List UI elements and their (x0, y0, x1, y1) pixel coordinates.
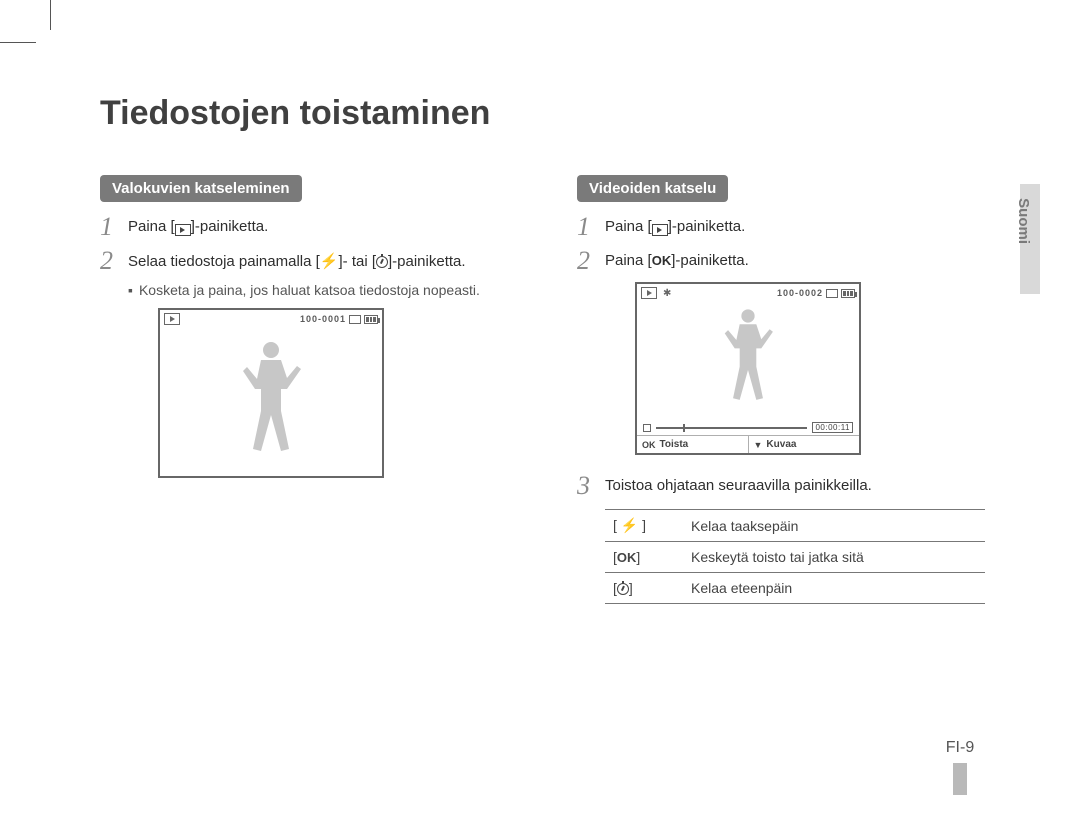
playback-icon (652, 224, 668, 236)
bullet-dot: ▪ (128, 282, 133, 298)
down-arrow-icon: ▼ (754, 440, 763, 450)
photo-screen-body (160, 328, 382, 476)
side-label: Suomi (1015, 198, 1032, 244)
video-screen-bottom: OK Toista ▼ Kuvaa (637, 435, 859, 453)
step-text: Toistoa ohjataan seuraavilla painikkeill… (605, 473, 1000, 494)
person-silhouette-icon (231, 338, 311, 468)
battery-icon (364, 315, 378, 324)
crop-marks (0, 0, 1080, 70)
flash-icon: ⚡ (320, 253, 339, 270)
videos-step-1: 1 Paina []-painiketta. (577, 214, 1000, 240)
video-progress: 00:00:11 (637, 420, 859, 435)
step-number: 1 (577, 214, 605, 240)
table-row: [ ⚡ ] Kelaa taaksepäin (605, 510, 985, 542)
step-text: Paina [OK]-painiketta. (605, 248, 1000, 269)
page-number-bar (953, 763, 967, 795)
photo-screen-indicators: 100-0001 (300, 314, 378, 324)
flash-icon: ⚡ (621, 517, 638, 533)
photos-header: Valokuvien katseleminen (100, 175, 302, 202)
table-cell-icon: [OK] (605, 542, 683, 573)
page-title: Tiedostojen toistaminen (100, 94, 1000, 133)
step-text: Paina []-painiketta. (605, 214, 1000, 236)
timer-icon (617, 583, 629, 595)
video-bottom-right: ▼ Kuvaa (748, 436, 860, 453)
videos-header: Videoiden katselu (577, 175, 728, 202)
photo-counter: 100-0001 (300, 314, 346, 324)
battery-icon (841, 289, 855, 298)
video-bottom-left: OK Toista (637, 436, 748, 453)
video-time: 00:00:11 (812, 422, 853, 433)
playback-icon (164, 313, 180, 325)
video-screen-body (637, 302, 859, 420)
photos-bullet: ▪ Kosketa ja paina, jos haluat katsoa ti… (128, 282, 523, 298)
photo-screen-top: 100-0001 (160, 310, 382, 328)
videos-step-3: 3 Toistoa ohjataan seuraavilla painikkei… (577, 473, 1000, 499)
step-text: Selaa tiedostoja painamalla [⚡]- tai []-… (128, 248, 523, 270)
playback-icon (641, 287, 657, 299)
table-cell-desc: Kelaa taaksepäin (683, 510, 985, 542)
video-counter: 100-0002 (777, 288, 823, 298)
timer-icon (376, 256, 388, 268)
columns: Valokuvien katseleminen 1 Paina []-paini… (100, 175, 1000, 604)
col-photos: Valokuvien katseleminen 1 Paina []-paini… (100, 175, 523, 604)
step-number: 1 (100, 214, 128, 240)
step-number: 3 (577, 473, 605, 499)
stop-icon (643, 424, 651, 432)
ok-icon: OK (617, 550, 637, 565)
table-cell-desc: Keskeytä toisto tai jatka sitä (683, 542, 985, 573)
video-screen-top: ✱ 100-0002 (637, 284, 859, 302)
page: Tiedostojen toistaminen Suomi Valokuvien… (100, 94, 1000, 795)
playback-icon (175, 224, 191, 236)
table-cell-icon: [] (605, 573, 683, 604)
card-icon (826, 289, 838, 298)
photos-step-1: 1 Paina []-painiketta. (100, 214, 523, 240)
photos-step-2: 2 Selaa tiedostoja painamalla [⚡]- tai [… (100, 248, 523, 274)
videos-step-2: 2 Paina [OK]-painiketta. (577, 248, 1000, 274)
step-number: 2 (100, 248, 128, 274)
controls-table: [ ⚡ ] Kelaa taaksepäin [OK] Keskeytä toi… (605, 509, 985, 604)
video-screen: ✱ 100-0002 00:00:11 (635, 282, 861, 455)
table-row: [OK] Keskeytä toisto tai jatka sitä (605, 542, 985, 573)
col-videos: Videoiden katselu 1 Paina []-painiketta.… (577, 175, 1000, 604)
progress-bar (656, 427, 807, 429)
table-row: [] Kelaa eteenpäin (605, 573, 985, 604)
person-silhouette-icon (708, 306, 788, 414)
ok-icon: OK (642, 440, 656, 450)
step-number: 2 (577, 248, 605, 274)
card-icon (349, 315, 361, 324)
page-number: FI-9 (940, 739, 980, 795)
ok-icon: OK (652, 253, 672, 268)
step-text: Paina []-painiketta. (128, 214, 523, 236)
video-screen-indicators: 100-0002 (777, 288, 855, 298)
table-cell-desc: Kelaa eteenpäin (683, 573, 985, 604)
photo-screen: 100-0001 (158, 308, 384, 478)
star-icon: ✱ (663, 288, 671, 299)
table-cell-icon: [ ⚡ ] (605, 510, 683, 542)
